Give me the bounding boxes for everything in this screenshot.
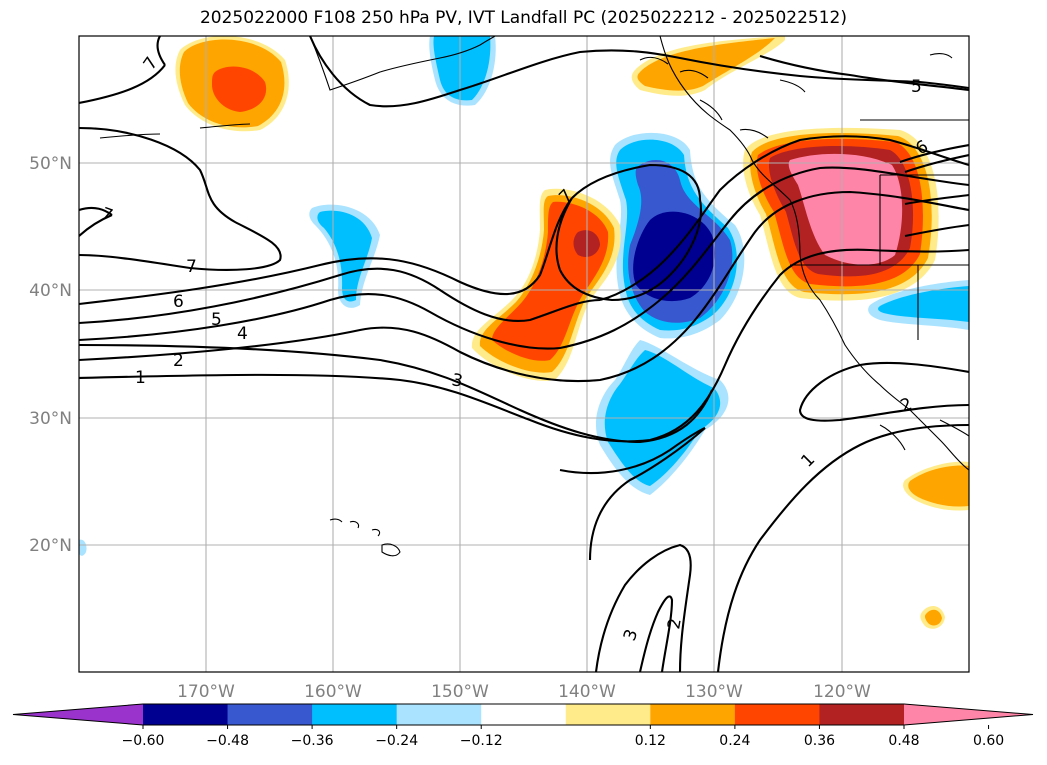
colorbar-tick-label: 0.12 [635, 733, 666, 749]
colorbar-tick-label: −0.12 [460, 733, 503, 749]
lon-label-130w: 130°W [685, 682, 743, 702]
colorbar-tick-label: 0.48 [888, 733, 919, 749]
lon-label-160w: 160°W [304, 682, 362, 702]
lon-label-140w: 140°W [558, 682, 616, 702]
map-area: 7 7 6 5 4 3 2 1 5 6 7 1 2 2 3 7 [79, 36, 969, 672]
contour-label-2-s: 2 [664, 617, 686, 631]
colorbar-segment [481, 704, 567, 725]
lat-label-30n: 30°N [29, 409, 72, 429]
colorbar-segment [227, 704, 313, 725]
colorbar-segment [565, 704, 651, 725]
colorbar-extend-high [904, 704, 1033, 725]
contour-label-7: 7 [186, 257, 197, 277]
contour-label-6: 6 [173, 292, 184, 312]
contour-label-5-ne: 5 [911, 77, 922, 97]
lon-label-120w: 120°W [813, 682, 871, 702]
colorbar-segment [396, 704, 482, 725]
colorbar-segment [143, 704, 229, 725]
colorbar-segment [650, 704, 736, 725]
colorbar-tick-label: 0.24 [719, 733, 750, 749]
contour-label-5: 5 [211, 310, 222, 330]
colorbar-extend-low [13, 704, 143, 725]
pv-contours [79, 36, 969, 672]
coastlines [99, 36, 969, 557]
lon-label-150w: 150°W [431, 682, 489, 702]
colorbar-tick-label: −0.24 [375, 733, 418, 749]
colorbar: −0.60 −0.48 −0.36 −0.24 −0.12 0.12 0.24 0.36 0.4… [12, 703, 1034, 749]
axis-labels: 170°W 160°W 150°W 140°W 130°W 120°W 50°N… [29, 154, 871, 702]
contour-label-3: 3 [450, 370, 464, 392]
colorbar-tick-label: −0.36 [291, 733, 334, 749]
colorbar-segment [312, 704, 398, 725]
colorbar-segment [819, 704, 905, 725]
map-frame [78, 35, 970, 673]
colorbar-tick-label: 0.36 [804, 733, 835, 749]
lat-label-20n: 20°N [29, 536, 72, 556]
lat-label-50n: 50°N [29, 154, 72, 174]
map-title: 2025022000 F108 250 hPa PV, IVT Landfall… [199, 8, 847, 28]
colorbar-tick-label: 0.60 [973, 733, 1004, 749]
colorbar-tick-label: −0.60 [122, 733, 165, 749]
lat-label-40n: 40°N [29, 281, 72, 301]
lon-label-170w: 170°W [177, 682, 235, 702]
colorbar-tick-label: −0.48 [206, 733, 249, 749]
contour-label-2: 2 [173, 351, 184, 371]
contour-label-1: 1 [135, 368, 146, 388]
contour-label-4: 4 [237, 324, 248, 344]
colorbar-segment [734, 704, 820, 725]
pv-anomaly-shading [79, 36, 969, 629]
